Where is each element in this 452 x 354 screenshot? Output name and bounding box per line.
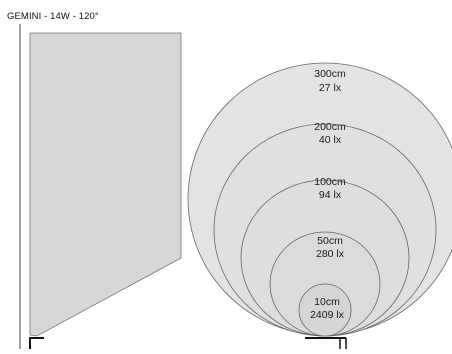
side-beam-profile <box>29 32 182 337</box>
zone-100cm-illuminance: 94 lx <box>319 189 342 201</box>
zone-10cm-distance: 10cm <box>314 296 340 308</box>
zone-50cm-illuminance: 280 lx <box>316 248 345 260</box>
zone-10cm <box>298 283 352 337</box>
zone-labels: 300cm 27 lx 200cm 40 lx 100cm 94 lx 50cm… <box>310 68 346 321</box>
diagram-title: GEMINI - 14W - 120° <box>7 11 99 22</box>
zone-100cm-distance: 100cm <box>314 176 346 188</box>
zones-group <box>187 62 452 337</box>
zone-300cm-distance: 300cm <box>314 68 346 80</box>
zone-200cm-distance: 200cm <box>314 121 346 133</box>
right-lamp-bracket <box>305 337 347 349</box>
zone-200cm-illuminance: 40 lx <box>319 134 342 146</box>
left-lamp-bracket <box>29 337 44 349</box>
zone-10cm-illuminance: 2409 lx <box>310 309 345 321</box>
zone-50cm-distance: 50cm <box>317 235 343 247</box>
zone-300cm-illuminance: 27 lx <box>319 82 342 94</box>
